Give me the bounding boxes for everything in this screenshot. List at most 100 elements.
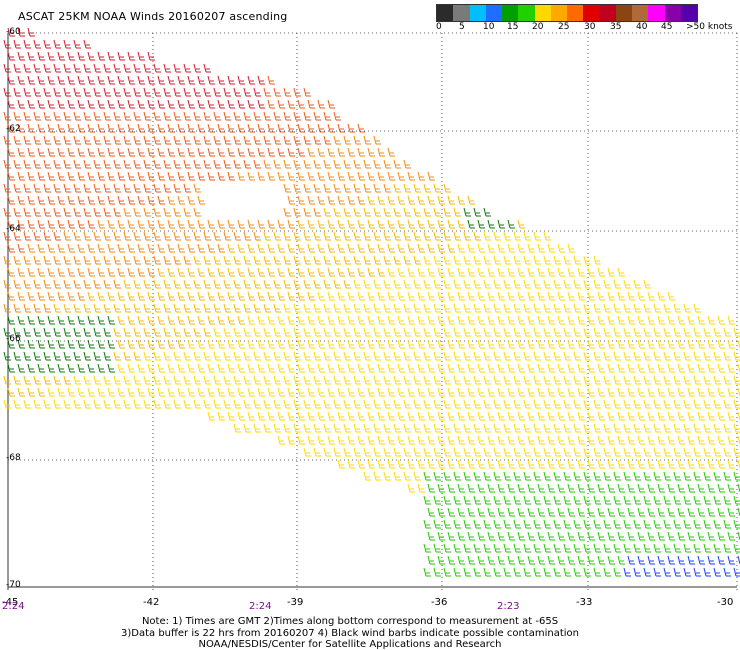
wind-barb xyxy=(103,87,111,97)
lat-label-60: -60 xyxy=(6,27,21,37)
wind-barb xyxy=(23,303,31,313)
wind-barb xyxy=(27,219,35,229)
wind-barb xyxy=(33,207,41,217)
wind-barb xyxy=(43,231,51,241)
wind-barb xyxy=(693,471,701,481)
wind-barb xyxy=(397,219,405,229)
wind-barb xyxy=(613,423,621,433)
wind-barb xyxy=(387,219,395,229)
wind-barb xyxy=(363,159,371,169)
wind-barb xyxy=(613,567,621,577)
wind-barb xyxy=(513,495,521,505)
wind-barb xyxy=(263,423,271,433)
wind-barb xyxy=(77,171,85,181)
wind-barb xyxy=(553,471,561,481)
wind-barb xyxy=(63,183,71,193)
wind-barb xyxy=(397,387,405,397)
wind-barb xyxy=(383,303,391,313)
wind-barb xyxy=(153,111,161,121)
wind-barb xyxy=(7,291,15,301)
wind-barb xyxy=(307,99,315,109)
wind-barb xyxy=(293,375,301,385)
wind-barb xyxy=(603,471,611,481)
wind-barb xyxy=(347,219,355,229)
lon-label-36: -36 xyxy=(431,597,448,608)
wind-barb xyxy=(327,363,335,373)
wind-barb xyxy=(203,303,211,313)
wind-barb xyxy=(7,219,15,229)
wind-barb xyxy=(553,423,561,433)
wind-barb xyxy=(57,363,65,373)
wind-barb xyxy=(353,303,361,313)
wind-barb xyxy=(283,327,291,337)
wind-barb xyxy=(423,447,431,457)
wind-barb xyxy=(93,327,101,337)
wind-barb xyxy=(233,255,241,265)
wind-barb xyxy=(277,171,285,181)
wind-barb xyxy=(273,255,281,265)
wind-barb xyxy=(643,543,651,553)
wind-barb xyxy=(407,195,415,205)
wind-barb xyxy=(657,291,665,301)
wind-barb xyxy=(147,219,155,229)
wind-barb xyxy=(617,339,625,349)
wind-barb xyxy=(673,375,681,385)
wind-barb xyxy=(227,291,235,301)
wind-barb xyxy=(287,363,295,373)
wind-barb xyxy=(177,291,185,301)
wind-barb xyxy=(413,327,421,337)
wind-barb xyxy=(423,423,431,433)
wind-barb xyxy=(337,219,345,229)
wind-barb xyxy=(377,243,385,253)
wind-barb xyxy=(187,243,195,253)
wind-barb xyxy=(663,567,671,577)
wind-barb xyxy=(293,255,301,265)
wind-barb xyxy=(87,243,95,253)
wind-barb xyxy=(153,63,161,73)
wind-barb xyxy=(533,447,541,457)
wind-barb xyxy=(227,99,235,109)
wind-barb xyxy=(387,243,395,253)
note-line-1: Note: 1) Times are GMT 2)Times along bot… xyxy=(141,616,559,627)
wind-barb xyxy=(603,519,611,529)
wind-barb xyxy=(377,387,385,397)
wind-barb xyxy=(717,363,725,373)
wind-barb xyxy=(503,567,511,577)
wind-barb xyxy=(463,207,471,217)
wind-barb xyxy=(87,387,95,397)
wind-barb xyxy=(657,555,665,565)
wind-barb xyxy=(257,99,265,109)
wind-barb xyxy=(127,243,135,253)
wind-barb xyxy=(433,543,441,553)
wind-barb xyxy=(203,255,211,265)
wind-barb xyxy=(297,339,305,349)
wind-barb xyxy=(27,291,35,301)
wind-barb xyxy=(427,243,435,253)
wind-barb xyxy=(423,255,431,265)
wind-barb xyxy=(77,99,85,109)
wind-barb xyxy=(77,147,85,157)
wind-barb xyxy=(243,87,251,97)
wind-barb xyxy=(537,363,545,373)
wind-barb xyxy=(267,99,275,109)
wind-barb xyxy=(293,327,301,337)
wind-barb xyxy=(407,339,415,349)
wind-barb xyxy=(107,171,115,181)
colorbar-label-15: 15 xyxy=(507,22,519,32)
wind-barb xyxy=(547,387,555,397)
wind-barb xyxy=(607,387,615,397)
wind-barb xyxy=(277,243,285,253)
wind-barb xyxy=(7,243,15,253)
wind-barb xyxy=(67,243,75,253)
wind-barb xyxy=(337,243,345,253)
wind-barb xyxy=(457,195,465,205)
wind-barb xyxy=(347,171,355,181)
wind-barb xyxy=(407,435,415,445)
wind-barb xyxy=(663,423,671,433)
wind-barb xyxy=(207,75,215,85)
wind-barb xyxy=(463,567,471,577)
wind-barb xyxy=(63,159,71,169)
wind-barb xyxy=(733,567,740,577)
wind-barb xyxy=(153,87,161,97)
wind-barb xyxy=(143,279,151,289)
